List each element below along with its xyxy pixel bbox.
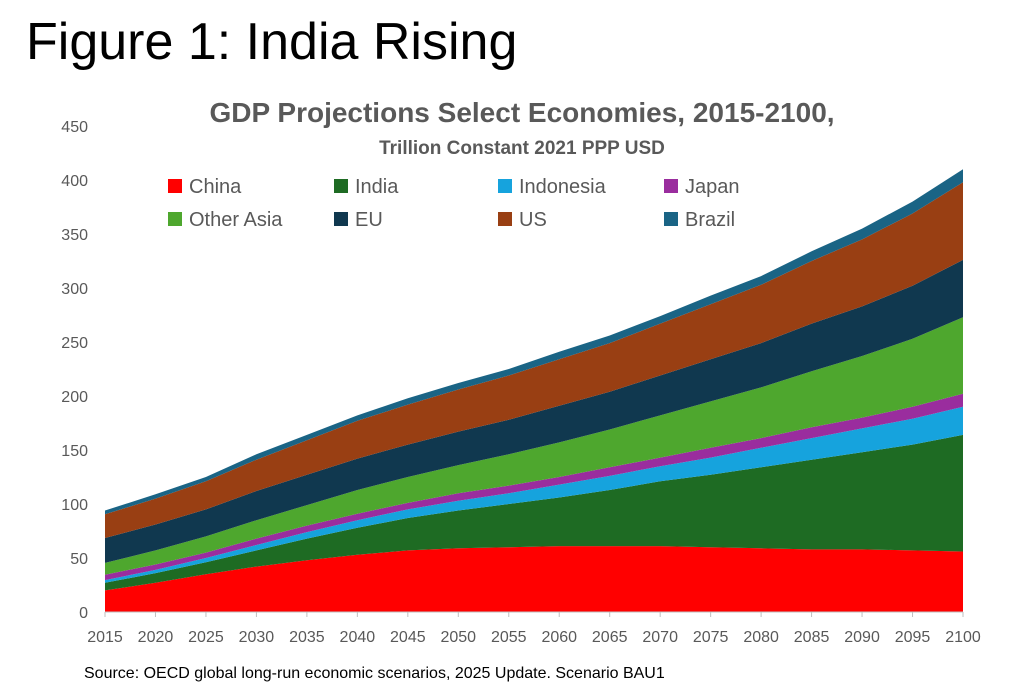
legend: China India Indonesia Japan Other Asia EU US Br… (168, 176, 740, 231)
y-tick-label: 250 (61, 335, 88, 352)
x-tick-label: 2070 (642, 629, 678, 646)
y-tick-label: 50 (70, 551, 88, 568)
x-tick-label: 2060 (541, 629, 577, 646)
x-tick-label: 2040 (340, 629, 376, 646)
area-series-china (105, 546, 963, 612)
area-series-us (105, 182, 963, 538)
x-tick-label: 2030 (239, 629, 275, 646)
legend-label-brazil: Brazil (685, 209, 735, 231)
area-series-eu (105, 259, 963, 563)
y-axis: 0 50 100 150 200 250 300 350 400 450 (61, 119, 88, 622)
legend-swatch-brazil (664, 212, 678, 226)
legend-swatch-china (168, 179, 182, 193)
legend-swatch-us (498, 212, 512, 226)
x-tick-label: 2020 (138, 629, 174, 646)
x-tick-label: 2035 (289, 629, 325, 646)
legend-label-eu: EU (355, 209, 383, 231)
x-tick-label: 2095 (895, 629, 931, 646)
legend-label-china: China (189, 176, 242, 198)
area-series-group (105, 169, 963, 612)
legend-label-us: US (519, 209, 547, 231)
x-tick-label: 2075 (693, 629, 729, 646)
y-tick-label: 400 (61, 173, 88, 190)
legend-swatch-other-asia (168, 212, 182, 226)
legend-swatch-japan (664, 179, 678, 193)
chart-title: GDP Projections Select Economies, 2015-2… (209, 97, 834, 128)
legend-label-other-asia: Other Asia (189, 209, 283, 231)
y-tick-label: 100 (61, 497, 88, 514)
source-note: Source: OECD global long-run economic sc… (84, 665, 665, 682)
x-tick-label: 2090 (844, 629, 880, 646)
legend-label-indonesia: Indonesia (519, 176, 607, 198)
x-tick-label: 2085 (794, 629, 830, 646)
x-tick-label: 2100 (945, 629, 981, 646)
x-tick-label: 2025 (188, 629, 224, 646)
legend-swatch-indonesia (498, 179, 512, 193)
x-tick-label: 2065 (592, 629, 628, 646)
y-tick-label: 150 (61, 443, 88, 460)
legend-swatch-eu (334, 212, 348, 226)
legend-label-india: India (355, 176, 399, 198)
legend-label-japan: Japan (685, 176, 740, 198)
x-tick-label: 2015 (87, 629, 123, 646)
area-series-other-asia (105, 317, 963, 575)
y-tick-label: 450 (61, 119, 88, 136)
y-tick-label: 0 (79, 605, 88, 622)
x-axis: 2015 2020 2025 2030 2035 2040 2045 2050 2055 2060… (87, 611, 981, 646)
y-tick-label: 350 (61, 227, 88, 244)
area-series-japan (105, 393, 963, 581)
y-tick-label: 200 (61, 389, 88, 406)
area-series-indonesia (105, 406, 963, 583)
x-tick-label: 2080 (743, 629, 779, 646)
figure-title: Figure 1: India Rising (26, 13, 518, 71)
x-tick-label: 2050 (440, 629, 476, 646)
x-tick-label: 2055 (491, 629, 527, 646)
y-tick-label: 300 (61, 281, 88, 298)
area-series-india (105, 434, 963, 591)
legend-swatch-india (334, 179, 348, 193)
chart-subtitle: Trillion Constant 2021 PPP USD (379, 138, 665, 159)
x-tick-label: 2045 (390, 629, 426, 646)
